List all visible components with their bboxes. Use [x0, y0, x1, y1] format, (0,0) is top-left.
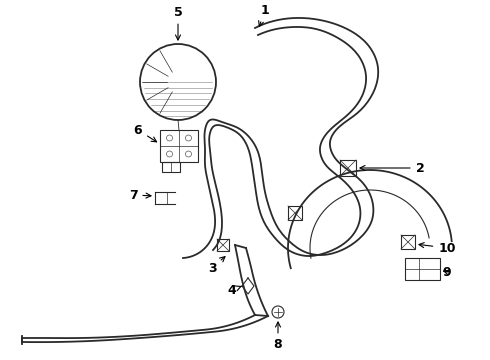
Text: 10: 10 [419, 242, 456, 255]
Text: 2: 2 [360, 162, 424, 175]
Text: 7: 7 [129, 189, 151, 202]
Text: 3: 3 [208, 257, 225, 274]
Text: 1: 1 [259, 4, 270, 26]
Text: 4: 4 [228, 284, 242, 297]
Text: 5: 5 [173, 5, 182, 40]
Text: 8: 8 [274, 322, 282, 351]
Text: 9: 9 [442, 266, 451, 279]
Text: 6: 6 [134, 123, 157, 142]
